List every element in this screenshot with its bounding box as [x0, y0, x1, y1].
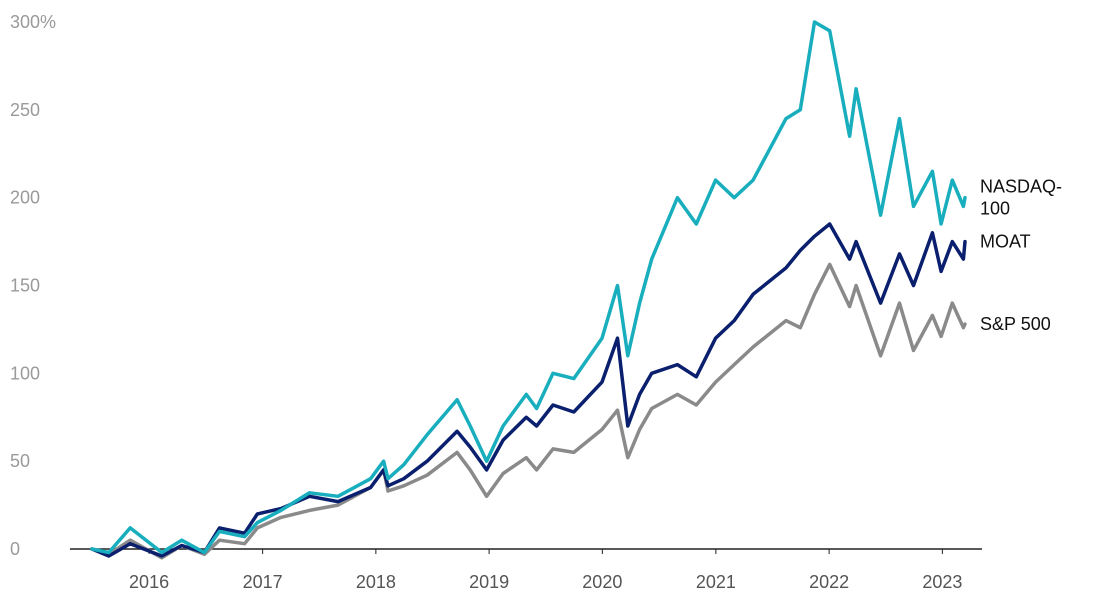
y-tick-label: 250: [10, 100, 40, 120]
series-label: 100: [980, 199, 1010, 219]
y-tick-label: 150: [10, 276, 40, 296]
y-tick-label: 50: [10, 451, 30, 471]
x-axis-ticks: 2016 2017 2018 2019 2020 2021 2022 2023: [129, 549, 962, 592]
x-tick-label: 2023: [922, 572, 962, 592]
x-tick-label: 2021: [696, 572, 736, 592]
series-line-nasdaq-100: [90, 20, 967, 555]
x-tick-label: 2022: [809, 572, 849, 592]
series-line-moat: [90, 222, 967, 558]
series-label: NASDAQ-: [980, 177, 1062, 197]
y-tick-label: 0: [10, 539, 20, 559]
y-tick-label: 200: [10, 188, 40, 208]
series-lines: [90, 20, 967, 560]
x-tick-label: 2017: [243, 572, 283, 592]
x-tick-label: 2018: [356, 572, 396, 592]
series-label: MOAT: [980, 232, 1031, 252]
y-tick-label: 100: [10, 363, 40, 383]
series-line-s-p-500: [90, 262, 967, 560]
series-label: S&P 500: [980, 314, 1051, 334]
x-tick-label: 2019: [469, 572, 509, 592]
x-tick-label: 2016: [129, 572, 169, 592]
x-tick-label: 2020: [582, 572, 622, 592]
y-tick-label: 300%: [10, 12, 56, 32]
series-labels: S&P 500 MOAT NASDAQ-100: [980, 177, 1062, 334]
y-axis-ticks: 0 50 100 150 200 250 300%: [10, 12, 56, 559]
